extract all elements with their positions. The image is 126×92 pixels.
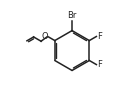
Text: Br: Br	[67, 11, 77, 20]
Text: F: F	[97, 60, 102, 69]
Text: F: F	[97, 32, 102, 41]
Text: O: O	[41, 32, 48, 41]
